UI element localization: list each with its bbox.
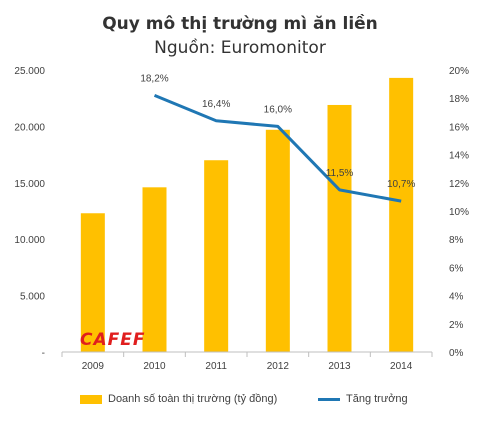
left-tick-label: 25.000	[14, 66, 45, 77]
left-tick-label: 15.000	[14, 179, 45, 190]
chart-title: Quy mô thị trường mì ăn liền	[102, 14, 378, 34]
legend-item-revenue: Doanh số toàn thị trường (tỷ đồng)	[80, 393, 277, 405]
right-tick-label: 10%	[449, 207, 469, 218]
bar	[327, 104, 352, 352]
left-tick-label: -	[42, 348, 45, 359]
legend-swatch-line	[318, 397, 340, 401]
growth-data-label: 11,5%	[326, 168, 354, 179]
x-tick-label: 2011	[205, 361, 227, 372]
right-tick-label: 12%	[449, 179, 469, 190]
right-tick-label: 8%	[449, 235, 464, 246]
bar	[142, 187, 167, 352]
left-tick-label: 10.000	[14, 235, 45, 246]
growth-data-label: 16,0%	[264, 104, 292, 115]
legend-label-revenue: Doanh số toàn thị trường (tỷ đồng)	[108, 393, 278, 405]
right-axis-ticks: 0% 2% 4% 6% 8% 10% 12% 14% 16% 18% 20%	[449, 66, 469, 359]
growth-data-label: 18,2%	[140, 73, 168, 84]
growth-data-label: 10,7%	[387, 179, 415, 190]
bar	[80, 213, 105, 352]
bar-series	[80, 77, 414, 353]
right-tick-label: 6%	[449, 263, 464, 274]
legend-item-growth: Tăng trưởng	[318, 393, 408, 405]
right-tick-label: 18%	[449, 94, 469, 105]
x-axis: 2009 2010 2011 2012 2013 2014	[61, 351, 433, 372]
bar	[204, 160, 229, 352]
left-tick-label: 5.000	[20, 292, 45, 303]
line-data-labels: 18,2% 16,4% 16,0% 11,5% 10,7%	[140, 73, 415, 190]
legend-swatch-bar	[80, 394, 102, 404]
legend: Doanh số toàn thị trường (tỷ đồng) Tăng …	[0, 393, 480, 413]
right-tick-label: 0%	[449, 348, 464, 359]
chart-subtitle: Nguồn: Euromonitor	[154, 38, 326, 58]
right-tick-label: 16%	[449, 122, 469, 133]
growth-line	[153, 93, 402, 203]
legend-label-growth: Tăng trưởng	[346, 393, 408, 405]
line-series	[153, 93, 402, 203]
x-tick-label: 2012	[267, 361, 290, 372]
x-tick-label: 2014	[390, 361, 413, 372]
left-axis-ticks: - 5.000 10.000 15.000 20.000 25.000	[14, 66, 45, 359]
left-tick-label: 20.000	[14, 122, 45, 133]
right-tick-label: 20%	[449, 66, 469, 77]
growth-data-label: 16,4%	[202, 99, 230, 110]
right-tick-label: 14%	[449, 151, 469, 162]
cafef-logo: CAFEF	[80, 330, 146, 350]
right-tick-label: 2%	[449, 320, 464, 331]
x-tick-label: 2009	[82, 361, 105, 372]
x-tick-label: 2013	[328, 361, 351, 372]
x-tick-label: 2010	[143, 361, 166, 372]
bar	[265, 129, 290, 352]
right-tick-label: 4%	[449, 292, 464, 303]
bar	[389, 77, 414, 353]
